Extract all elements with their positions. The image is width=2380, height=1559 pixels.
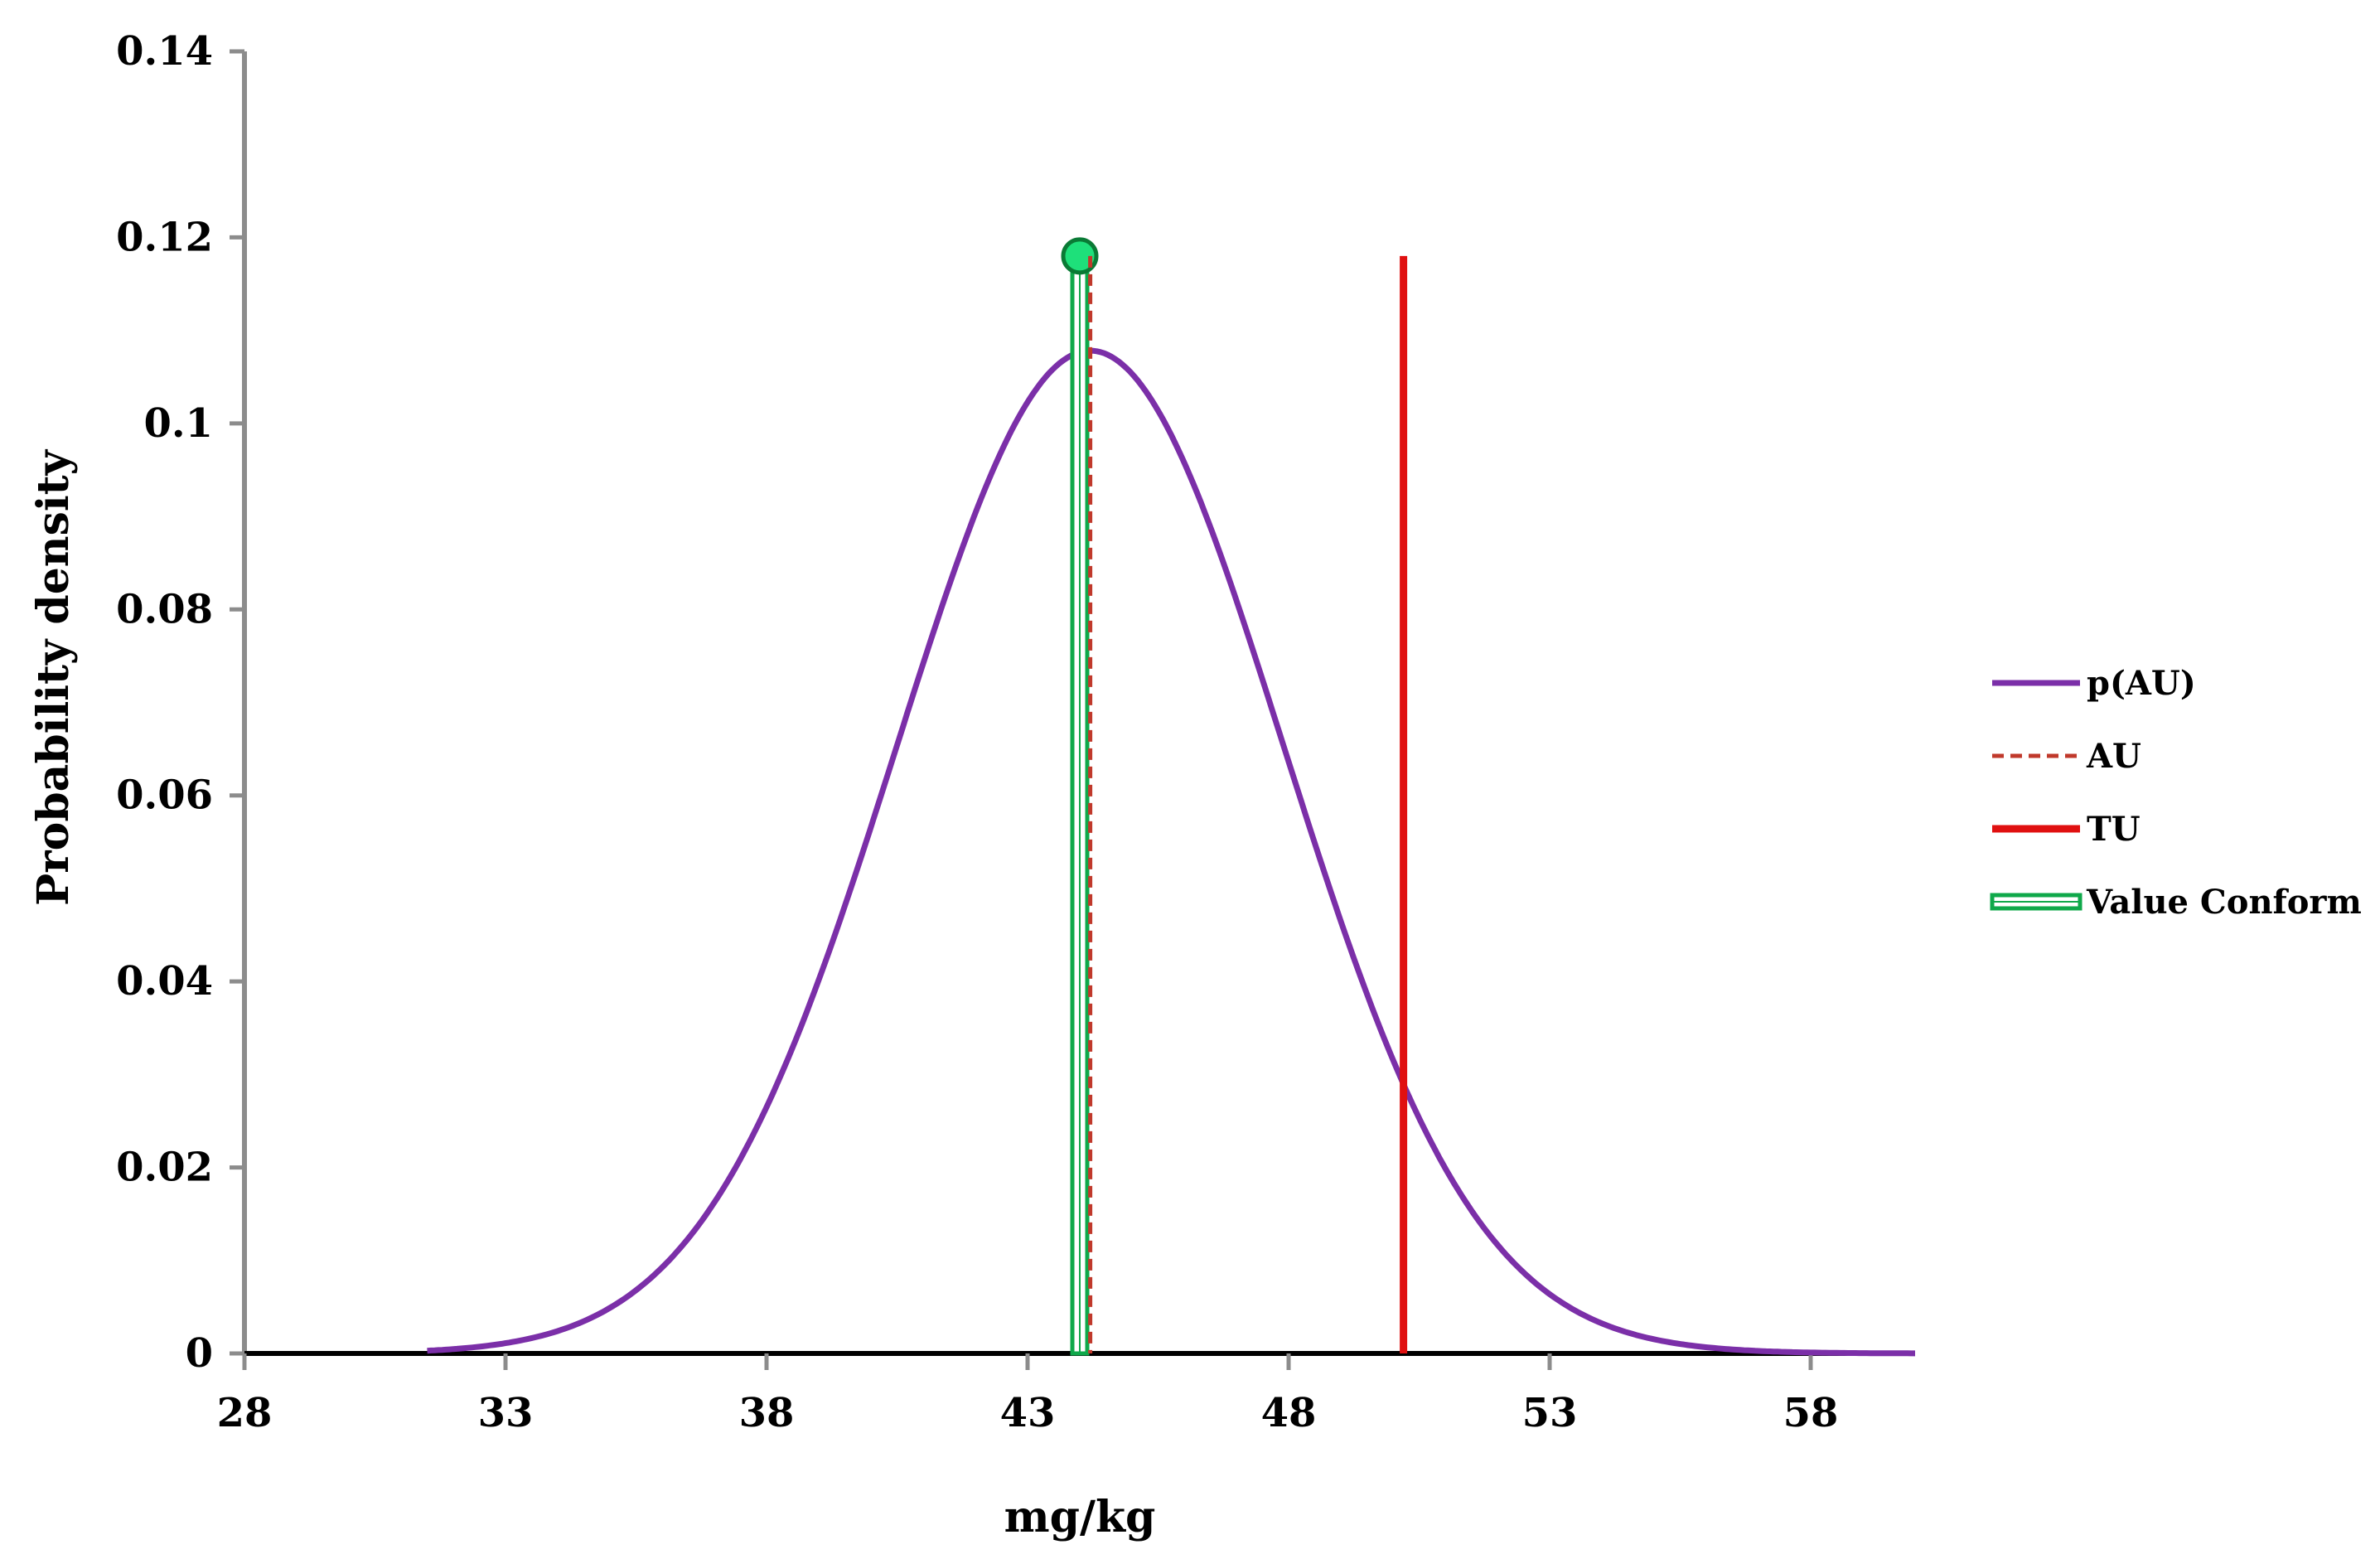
legend-entry: TU [1992,810,2141,849]
legend-entry: p(AU) [1992,664,2196,703]
x-tick-label: 33 [478,1390,534,1436]
y-tick-label: 0.08 [116,586,213,632]
legend-label: TU [2087,810,2141,849]
legend-entry: Value Conform [1990,883,2362,922]
y-tick-label: 0.14 [116,28,213,75]
plot-area [427,237,1915,1357]
series-value-conform-marker [1061,237,1099,275]
y-tick-label: 0.02 [116,1145,213,1191]
y-tick-label: 0 [186,1330,213,1377]
x-tick-label: 48 [1261,1390,1317,1436]
x-tick-label: 58 [1783,1390,1839,1436]
x-tick-label: 53 [1522,1390,1578,1436]
x-tick-label: 28 [217,1390,273,1436]
series-p-au-curve [427,347,1915,1357]
legend-label: Value Conform [2086,883,2362,922]
legend: p(AU) AU TU Value Conform [1990,664,2362,922]
y-tick-label: 0.06 [116,772,213,819]
legend-label: AU [2086,737,2141,776]
y-tick-label: 0.04 [116,958,213,1005]
legend-entry: AU [1992,737,2141,776]
axes: 0 0.02 0.04 0.06 0.08 0.1 0.12 0.14 28 33 38 43 48 53… [116,28,1915,1436]
legend-label: p(AU) [2087,664,2196,703]
y-tick-label: 0.12 [116,214,213,260]
y-tick-label: 0.1 [143,400,213,447]
y-axis-title: Probability density [28,448,79,905]
x-tick-label: 38 [739,1390,795,1436]
x-tick-label: 43 [1000,1390,1056,1436]
x-axis-title: mg/kg [1004,1492,1156,1542]
